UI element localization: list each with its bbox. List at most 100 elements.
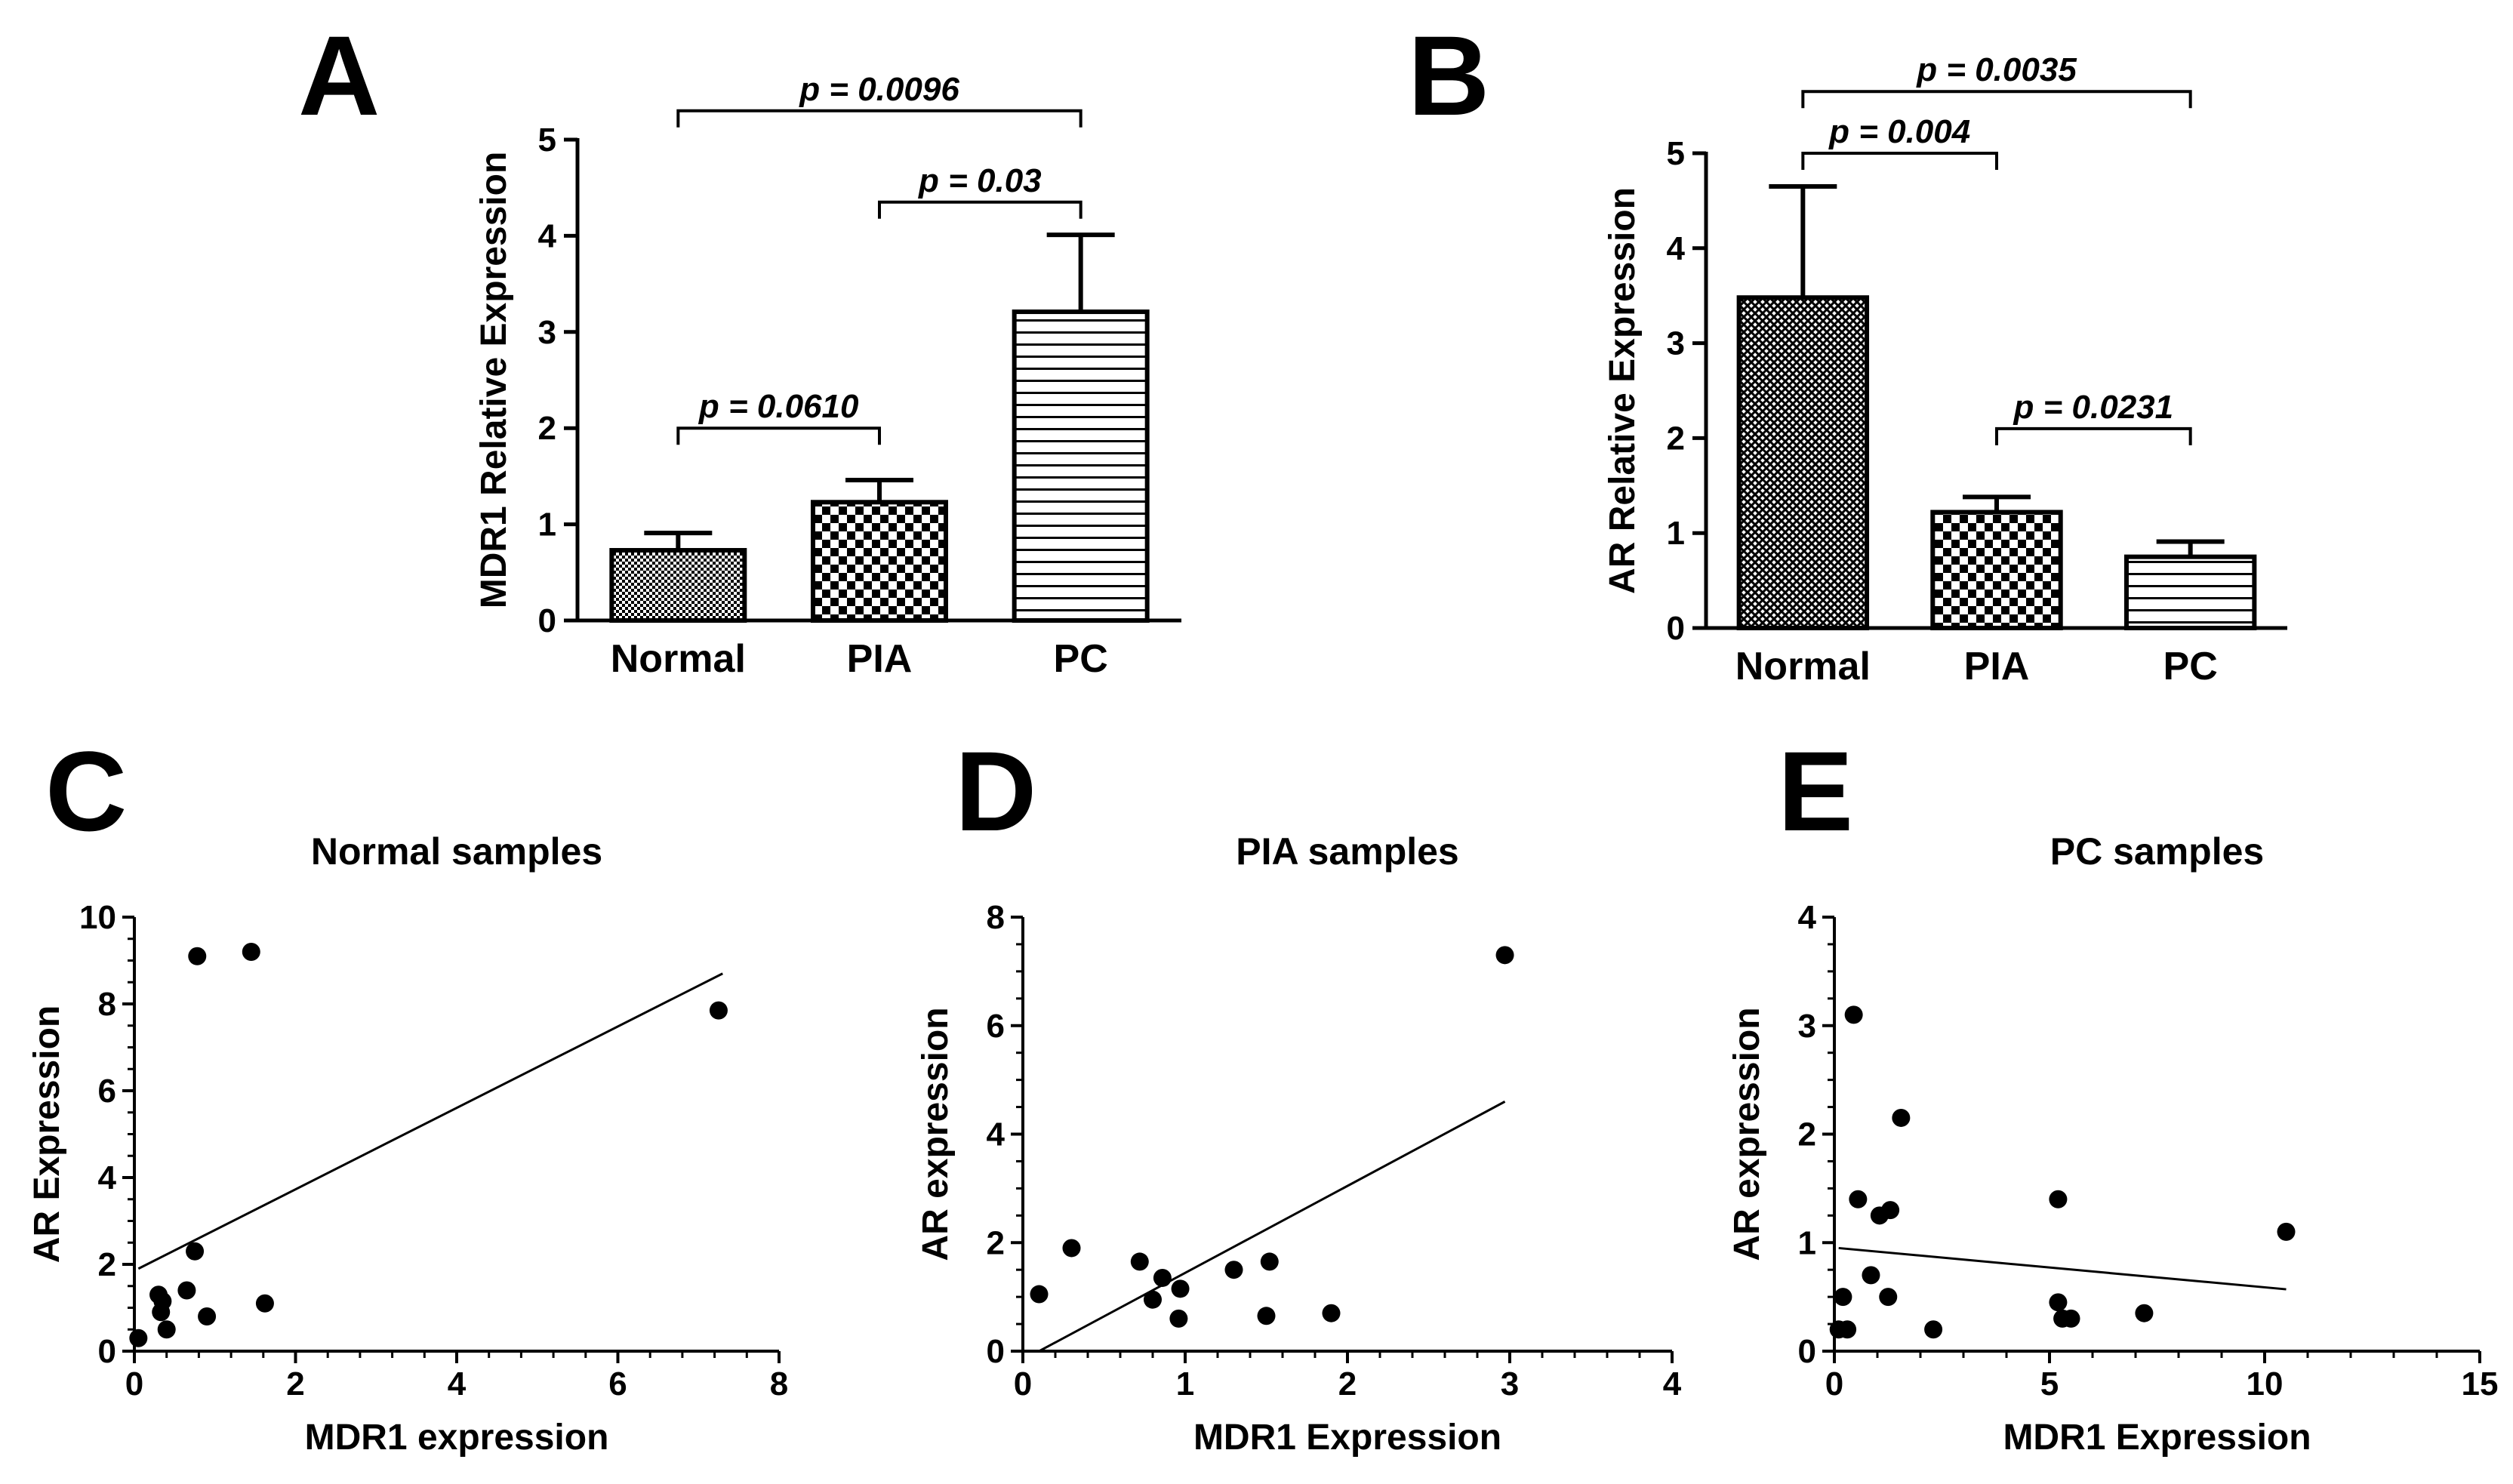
- significance-bracket: [1801, 90, 2192, 109]
- data-point: [1144, 1290, 1162, 1309]
- p-value-label: p = 0.0610: [698, 388, 859, 425]
- scatter-plot-d: 0 1 2 3 4 0 2 4 6 8 PIA samples MDR1 Expression AR e…: [916, 830, 1682, 1458]
- data-point: [1260, 1252, 1279, 1271]
- panel-letter-a: A: [298, 12, 380, 139]
- data-point: [1844, 1005, 1863, 1024]
- data-point: [255, 1294, 274, 1313]
- data-point: [1322, 1304, 1341, 1322]
- y-tick-label: 1: [538, 506, 556, 543]
- panel-letter-d: D: [955, 728, 1036, 854]
- data-point: [242, 943, 260, 961]
- category-label: PC: [1054, 637, 1108, 681]
- data-point: [177, 1281, 196, 1300]
- bar-chart-a: 0 1 2 3 4 5 MDR1 Relative Expression Normal PIA P…: [474, 71, 1181, 681]
- data-point: [1153, 1268, 1172, 1287]
- data-point: [1495, 946, 1514, 965]
- plot-title: Normal samples: [311, 830, 602, 873]
- data-point: [2277, 1222, 2296, 1241]
- data-point: [1849, 1190, 1868, 1208]
- y-tick-label: 2: [98, 1246, 116, 1283]
- p-value-label: p = 0.004: [1828, 113, 1970, 150]
- data-point: [1130, 1252, 1149, 1271]
- data-point: [1862, 1266, 1880, 1285]
- bar-normal: [609, 547, 747, 623]
- data-point: [2062, 1309, 2080, 1328]
- y-tick-label: 4: [1667, 230, 1686, 267]
- data-point: [1879, 1288, 1898, 1307]
- x-tick-label: 4: [1663, 1365, 1682, 1402]
- category-label: PC: [2163, 645, 2218, 688]
- panel-letter-e: E: [1778, 728, 1853, 854]
- data-point: [2049, 1190, 2068, 1208]
- x-axis-title: MDR1 Expression: [2003, 1418, 2311, 1458]
- bar-pc: [2123, 554, 2257, 631]
- y-tick-label: 5: [1667, 135, 1685, 172]
- y-tick-label: 5: [538, 122, 556, 159]
- data-point: [1169, 1309, 1188, 1328]
- p-value-label: p = 0.0096: [799, 71, 959, 108]
- bar-chart-b: 0 1 2 3 4 5 AR Relative Expression Normal PIA PC p…: [1603, 51, 2287, 688]
- data-point: [709, 1001, 728, 1020]
- y-tick-label: 1: [1798, 1224, 1816, 1261]
- regression-line: [1838, 1246, 2287, 1291]
- data-point: [129, 1329, 148, 1347]
- significance-bracket: [1801, 152, 1998, 170]
- significance-bracket: [676, 426, 881, 445]
- y-axis-title: AR Expression: [27, 1005, 67, 1263]
- y-tick-label: 2: [538, 410, 556, 447]
- data-point: [1224, 1261, 1243, 1279]
- y-tick-label: 10: [79, 899, 116, 936]
- y-axis-title: AR expression: [1727, 1007, 1767, 1261]
- y-tick-label: 0: [1798, 1333, 1816, 1370]
- scatter-plot-c: 0 2 4 6 8 0 2 4 6 8 10 Normal samples MDR1 expressio…: [27, 830, 788, 1458]
- y-tick-label: 4: [538, 217, 557, 254]
- data-point: [1838, 1320, 1857, 1339]
- data-point: [2135, 1304, 2154, 1322]
- y-tick-label: 3: [1798, 1008, 1816, 1045]
- y-tick-label: 0: [538, 602, 556, 639]
- significance-bracket: [878, 200, 1082, 219]
- y-tick-label: 8: [987, 899, 1005, 936]
- significance-bracket: [676, 109, 1082, 128]
- regression-line: [137, 972, 723, 1270]
- bar-pia: [1930, 510, 2063, 630]
- data-point: [1030, 1285, 1049, 1304]
- y-tick-label: 0: [98, 1333, 116, 1370]
- y-tick-label: 3: [1667, 325, 1685, 362]
- y-tick-label: 2: [987, 1224, 1005, 1261]
- data-point: [152, 1303, 171, 1322]
- category-label: PIA: [1964, 645, 2030, 688]
- x-tick-label: 0: [1014, 1365, 1032, 1402]
- bar-normal: [1736, 295, 1870, 630]
- data-point: [186, 1242, 205, 1261]
- category-label: Normal: [611, 637, 746, 681]
- data-point: [198, 1307, 217, 1325]
- bar-pia: [811, 500, 948, 623]
- bar-pc: [1012, 309, 1150, 623]
- x-tick-label: 0: [125, 1365, 143, 1402]
- data-point: [1062, 1239, 1081, 1258]
- data-point: [2049, 1293, 2068, 1312]
- regression-line: [1038, 1101, 1506, 1353]
- p-value-label: p = 0.0035: [1916, 51, 2077, 88]
- y-tick-label: 0: [987, 1333, 1005, 1370]
- y-axis-title: MDR1 Relative Expression: [474, 152, 514, 609]
- data-point: [1924, 1320, 1943, 1339]
- scatter-plot-e: 0 5 10 15 0 1 2 3 4 PC samples MDR1 Expression AR e…: [1727, 830, 2498, 1458]
- x-tick-label: 15: [2462, 1365, 2499, 1402]
- panel-letter-b: B: [1408, 12, 1489, 139]
- x-axis-title: MDR1 expression: [305, 1418, 609, 1458]
- data-point: [157, 1320, 176, 1339]
- y-tick-label: 2: [1667, 420, 1685, 457]
- y-tick-label: 8: [98, 986, 116, 1023]
- y-tick-label: 4: [1798, 899, 1817, 936]
- x-tick-label: 0: [1825, 1365, 1843, 1402]
- x-tick-label: 1: [1176, 1365, 1194, 1402]
- x-tick-label: 6: [608, 1365, 627, 1402]
- y-axis-title: AR Relative Expression: [1603, 187, 1643, 594]
- x-tick-label: 10: [2247, 1365, 2284, 1402]
- data-point: [188, 947, 207, 965]
- x-axis-title: MDR1 Expression: [1193, 1418, 1501, 1458]
- y-tick-label: 3: [538, 314, 556, 351]
